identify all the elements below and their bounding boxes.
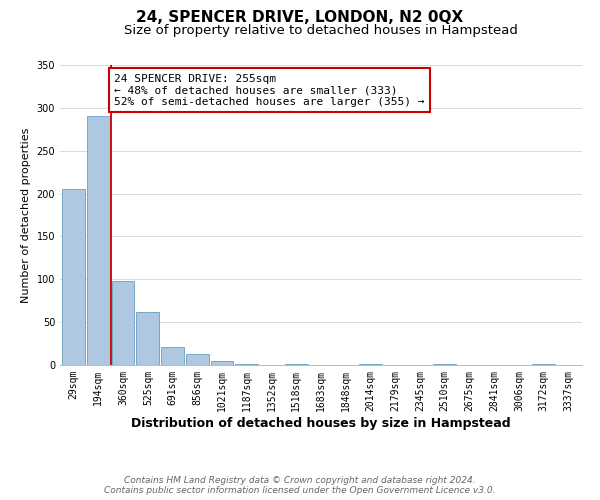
Title: Size of property relative to detached houses in Hampstead: Size of property relative to detached ho… bbox=[124, 24, 518, 38]
Bar bbox=[532, 364, 555, 365]
Bar bbox=[211, 360, 233, 365]
Bar bbox=[433, 364, 456, 365]
Bar bbox=[62, 190, 85, 365]
Text: 24 SPENCER DRIVE: 255sqm
← 48% of detached houses are smaller (333)
52% of semi-: 24 SPENCER DRIVE: 255sqm ← 48% of detach… bbox=[115, 74, 425, 107]
Bar bbox=[285, 364, 308, 365]
Bar bbox=[186, 354, 209, 365]
Bar bbox=[235, 364, 258, 365]
Text: 24, SPENCER DRIVE, LONDON, N2 0QX: 24, SPENCER DRIVE, LONDON, N2 0QX bbox=[136, 10, 464, 25]
Bar bbox=[359, 364, 382, 365]
Y-axis label: Number of detached properties: Number of detached properties bbox=[21, 128, 31, 302]
Bar bbox=[112, 281, 134, 365]
Bar bbox=[136, 312, 159, 365]
Bar bbox=[87, 116, 110, 365]
Bar bbox=[161, 347, 184, 365]
X-axis label: Distribution of detached houses by size in Hampstead: Distribution of detached houses by size … bbox=[131, 416, 511, 430]
Text: Contains HM Land Registry data © Crown copyright and database right 2024.
Contai: Contains HM Land Registry data © Crown c… bbox=[104, 476, 496, 495]
